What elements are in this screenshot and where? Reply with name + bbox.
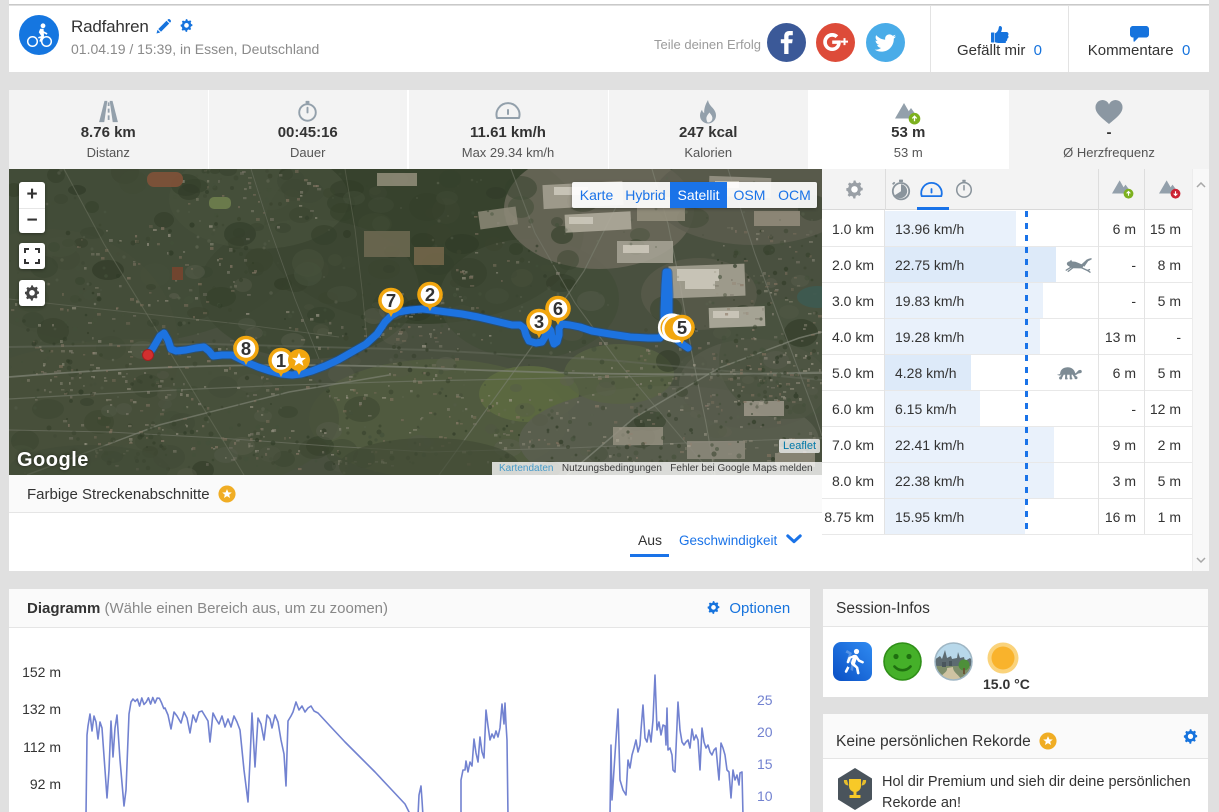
- svg-text:7: 7: [386, 290, 396, 311]
- svg-text:1: 1: [276, 350, 286, 371]
- svg-text:5: 5: [677, 317, 687, 338]
- svg-text:8: 8: [241, 338, 251, 359]
- svg-text:6: 6: [553, 298, 563, 319]
- svg-text:3: 3: [534, 311, 544, 332]
- svg-text:2: 2: [425, 284, 435, 305]
